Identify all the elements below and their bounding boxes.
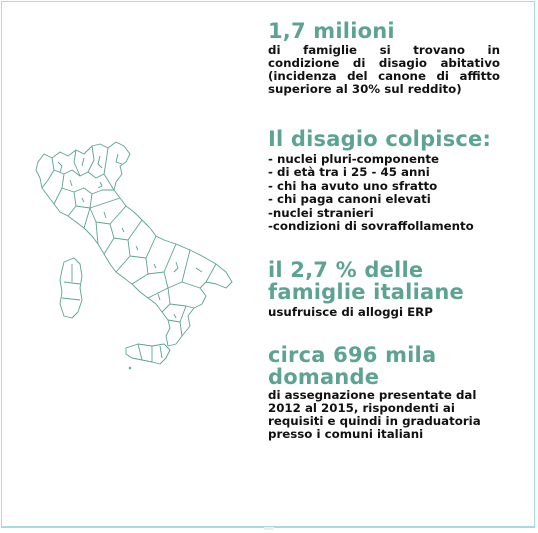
list-item: - chi ha avuto uno sfratto [268,180,500,193]
erp-text: usufruisce di alloggi ERP [268,306,500,319]
list-item: - nuclei pluri-componente [268,153,500,166]
applications-heading-line1: circa 696 mila [268,344,500,366]
applications-block: circa 696 mila domande di assegnazione p… [268,344,500,441]
list-item: -condizioni di sovraffollamento [268,220,500,233]
applications-heading-line2: domande [268,366,500,388]
list-item: -nuclei stranieri [268,207,500,220]
erp-heading-line1: il 2,7 % delle [268,259,500,281]
list-item: - chi paga canoni elevati [268,193,500,206]
stat-families-text: di famiglie si trovano in condizione di … [268,44,500,96]
stat-families-heading: 1,7 milioni [268,20,500,42]
list-item: - di età tra i 25 - 45 anni [268,166,500,179]
applications-text: di assegnazione presentate dal 2012 al 2… [268,389,494,441]
hardship-block: Il disagio colpisce: - nuclei pluri-comp… [268,128,500,233]
italy-map-icon [30,132,240,372]
erp-heading-line2: famiglie italiane [268,281,500,303]
erp-block: il 2,7 % delle famiglie italiane usufrui… [268,259,500,319]
hardship-heading: Il disagio colpisce: [268,128,500,150]
hardship-list: - nuclei pluri-componente - di età tra i… [268,153,500,233]
bottom-handle [264,527,274,530]
stat-families-block: 1,7 milioni di famiglie si trovano in co… [268,20,500,96]
